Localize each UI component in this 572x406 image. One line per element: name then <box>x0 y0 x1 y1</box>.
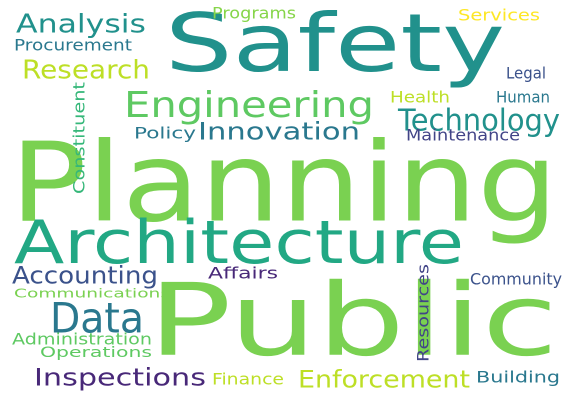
word-legal: Legal <box>506 64 546 83</box>
word-building: Building <box>476 368 560 387</box>
word-community: Community <box>470 270 562 289</box>
word-data: Data <box>50 293 144 343</box>
word-administration: Administration <box>12 330 152 349</box>
word-procurement: Procurement <box>14 36 132 55</box>
word-programs: Programs <box>212 4 296 23</box>
word-communications: Communications <box>14 287 170 301</box>
word-engineering: Engineering <box>124 84 374 127</box>
word-health: Health <box>390 88 450 107</box>
word-policy: Policy <box>134 124 196 143</box>
word-resources: Resources <box>414 264 433 362</box>
word-maintenance: Maintenance <box>406 126 520 145</box>
word-services: Services <box>458 6 540 25</box>
word-finance: Finance <box>212 370 284 389</box>
word-inspections: Inspections <box>34 363 206 392</box>
word-public: Public <box>148 261 558 379</box>
word-accounting: Accounting <box>12 261 158 290</box>
word-constituent: Constituent <box>70 82 89 194</box>
word-innovation: Innovation <box>198 117 360 146</box>
word-human: Human <box>496 88 550 107</box>
word-research: Research <box>22 55 150 86</box>
word-affairs: Affairs <box>208 264 278 283</box>
word-analysis: Analysis <box>16 9 146 40</box>
word-safety: Safety <box>165 0 505 91</box>
word-planning: Planning <box>10 118 558 247</box>
word-technology: Technology <box>398 103 560 139</box>
word-operations: Operations <box>40 344 152 361</box>
word-enforcement: Enforcement <box>298 365 470 394</box>
word-architecture: Architecture <box>14 207 464 278</box>
